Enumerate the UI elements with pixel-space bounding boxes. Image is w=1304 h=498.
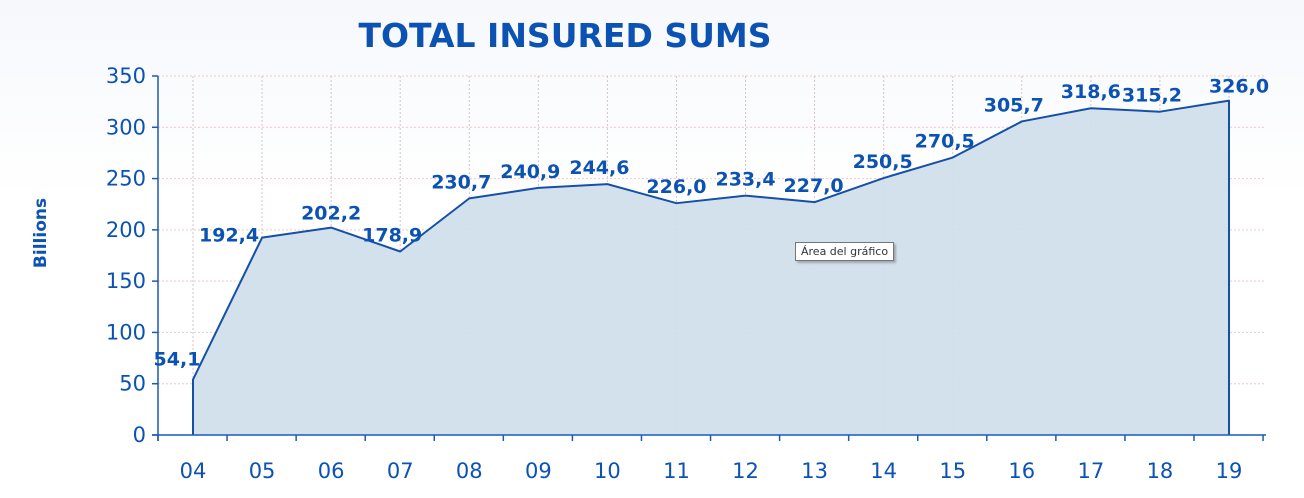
x-tick-label-12: 16 [1008, 459, 1035, 483]
x-tick-label-2: 06 [318, 459, 345, 483]
x-tick-label-10: 14 [870, 459, 897, 483]
data-label-15: 326,0 [1209, 76, 1269, 98]
y-tick-label-5: 250 [106, 167, 146, 191]
data-label-6: 244,6 [569, 157, 629, 179]
series-line [192, 99, 1230, 435]
area-fill [193, 100, 1229, 436]
x-tick-label-9: 13 [801, 459, 828, 483]
x-tick-label-15: 19 [1216, 459, 1243, 483]
data-label-7: 226,0 [646, 176, 706, 198]
x-tick-label-3: 07 [387, 459, 414, 483]
y-tick-label-2: 100 [106, 320, 146, 344]
x-tick-label-8: 12 [732, 459, 759, 483]
y-tick-label-1: 50 [119, 372, 146, 396]
data-label-0: 54,1 [154, 349, 201, 371]
y-tick-label-3: 150 [106, 269, 146, 293]
data-label-13: 318,6 [1061, 81, 1121, 103]
data-label-4: 230,7 [431, 171, 491, 193]
x-tick-label-11: 15 [939, 459, 966, 483]
y-tick-label-7: 350 [106, 64, 146, 88]
data-label-3: 178,9 [362, 224, 422, 246]
data-label-5: 240,9 [500, 161, 560, 183]
y-tick-label-6: 300 [106, 115, 146, 139]
chart-area-tooltip: Área del gráfico [795, 242, 895, 261]
y-tick-label-4: 200 [106, 218, 146, 242]
x-tick-label-13: 17 [1077, 459, 1104, 483]
x-tick-label-7: 11 [663, 459, 690, 483]
axes: 0 50 100 150 200 250 300 350 04 05 06 07 08 09 10 11 12 1… [106, 64, 1266, 483]
x-tick-label-0: 04 [180, 459, 207, 483]
data-label-8: 233,4 [715, 169, 775, 191]
x-tick-label-14: 18 [1147, 459, 1174, 483]
x-tick-label-5: 09 [525, 459, 552, 483]
y-tick-label-0: 0 [133, 423, 146, 447]
x-tick-label-1: 05 [249, 459, 276, 483]
data-label-10: 250,5 [853, 151, 913, 173]
x-tick-label-4: 08 [456, 459, 483, 483]
chart-title: TOTAL INSURED SUMS [358, 16, 771, 55]
data-label-12: 305,7 [984, 94, 1044, 116]
data-label-1: 192,4 [199, 225, 259, 247]
data-label-9: 227,0 [784, 175, 844, 197]
data-label-11: 270,5 [915, 131, 975, 153]
data-label-14: 315,2 [1122, 85, 1182, 107]
area-layer [192, 99, 1230, 436]
x-tick-label-6: 10 [594, 459, 621, 483]
data-label-2: 202,2 [301, 203, 361, 225]
y-axis-label: Billions [31, 198, 51, 268]
